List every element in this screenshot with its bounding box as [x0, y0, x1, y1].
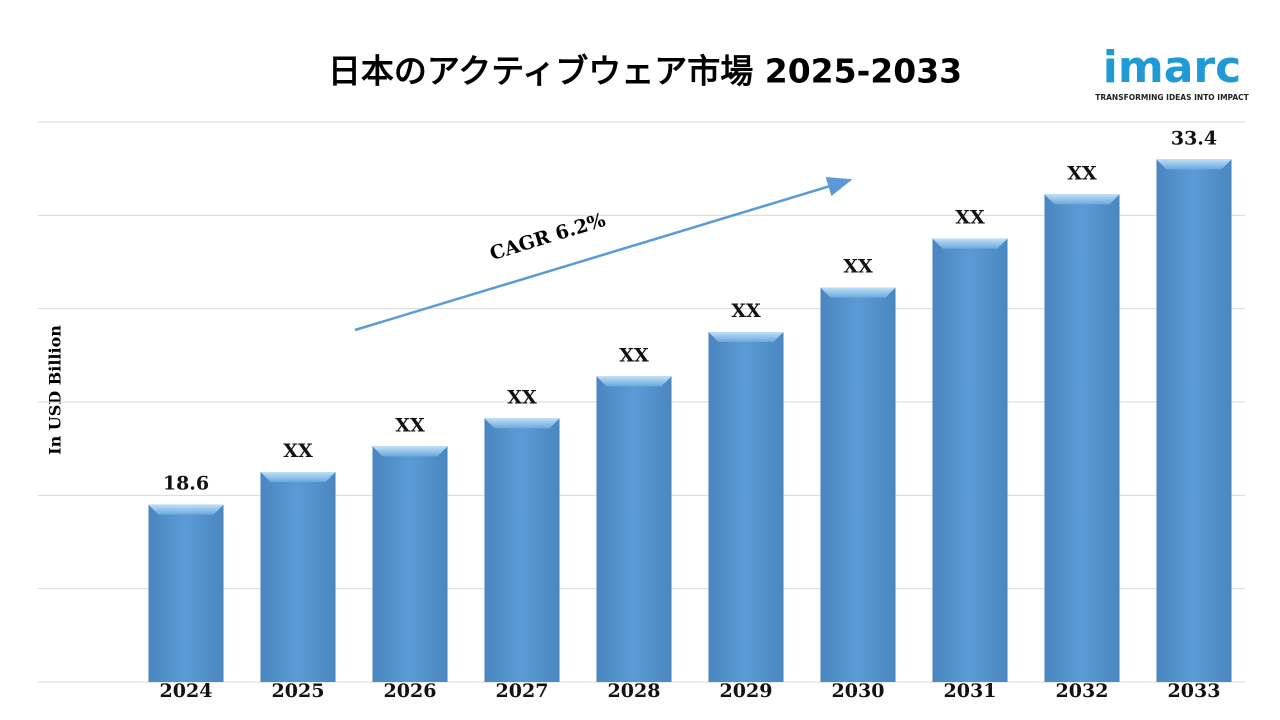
- bar-cap: [932, 238, 1008, 249]
- x-tick-label: 2025: [272, 680, 325, 702]
- x-tick-label: 2033: [1168, 680, 1221, 702]
- bar-cap: [148, 504, 224, 515]
- x-tick-label: 2029: [720, 680, 773, 702]
- cagr-label: CAGR 6.2%: [487, 209, 608, 265]
- bar: [148, 504, 224, 682]
- bar: [1156, 159, 1232, 683]
- bar: [596, 376, 672, 682]
- data-label: XX: [731, 300, 761, 322]
- bar-cap: [1156, 159, 1232, 170]
- bar: [1044, 194, 1120, 683]
- bar: [484, 418, 560, 682]
- logo-tagline: TRANSFORMING IDEAS INTO IMPACT: [1095, 93, 1249, 102]
- x-tick-label: 2032: [1056, 680, 1109, 702]
- bar-cap: [260, 472, 336, 482]
- bar-cap: [708, 332, 784, 342]
- x-tick-label: 2024: [160, 680, 213, 702]
- data-label: XX: [955, 207, 985, 229]
- y-axis-label: In USD Billion: [46, 325, 65, 455]
- data-label: XX: [395, 414, 425, 436]
- cagr-arrow: [354, 176, 853, 332]
- data-label: XX: [507, 386, 537, 408]
- bar: [708, 332, 784, 682]
- chart-title: 日本のアクティブウェア市場 2025-2033: [328, 52, 962, 91]
- data-label: XX: [843, 256, 873, 278]
- x-tick-label: 2030: [832, 680, 885, 702]
- bar-cap: [596, 376, 672, 387]
- bar-cap: [820, 287, 896, 298]
- x-tick-label: 2027: [496, 680, 549, 702]
- x-tick-label: 2031: [944, 680, 997, 702]
- data-label: XX: [1067, 162, 1097, 184]
- data-label: 18.6: [163, 473, 209, 495]
- bar-cap: [1044, 194, 1120, 205]
- logo-name: imarc: [1103, 42, 1241, 93]
- bar-cap: [372, 446, 448, 457]
- data-label: 33.4: [1171, 127, 1217, 149]
- x-tick-label: 2028: [608, 680, 661, 702]
- bar: [932, 238, 1008, 682]
- bar-cap: [484, 418, 560, 429]
- bar: [820, 287, 896, 682]
- data-label: XX: [283, 440, 313, 462]
- x-tick-label: 2026: [384, 680, 437, 702]
- bar: [372, 446, 448, 682]
- data-label: XX: [619, 344, 649, 366]
- bar: [260, 472, 336, 682]
